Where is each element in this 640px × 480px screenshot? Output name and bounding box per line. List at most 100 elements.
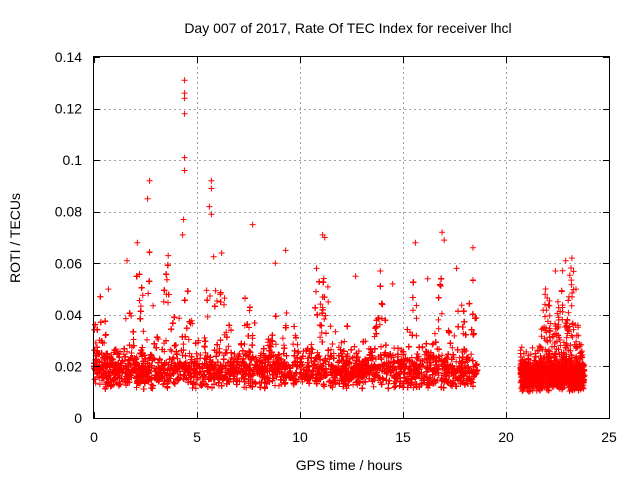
data-point [222, 350, 229, 357]
data-point [168, 348, 175, 355]
data-point [410, 384, 417, 391]
data-point [223, 346, 230, 353]
data-point [272, 382, 278, 389]
data-point [137, 303, 144, 310]
data-point [96, 381, 103, 388]
data-point [318, 329, 325, 336]
data-point [128, 312, 135, 319]
data-point [279, 335, 286, 342]
data-point [185, 336, 192, 343]
data-point [410, 307, 416, 314]
data-point [221, 301, 227, 308]
data-point [435, 316, 442, 323]
data-point [225, 343, 232, 350]
data-point [458, 302, 465, 309]
data-point [453, 358, 460, 365]
data-point [290, 341, 297, 348]
data-point [176, 315, 183, 322]
data-point [214, 298, 220, 304]
data-point [241, 384, 248, 391]
data-point [204, 313, 211, 320]
data-point [180, 341, 187, 348]
data-point [407, 329, 413, 336]
data-point [231, 351, 238, 357]
data-point [429, 341, 436, 348]
data-point [102, 332, 109, 339]
data-point [380, 376, 387, 383]
data-point [195, 337, 202, 344]
data-point [160, 298, 167, 305]
data-point [433, 364, 440, 371]
data-point [434, 377, 441, 383]
data-point [413, 315, 420, 322]
data-point [150, 302, 157, 309]
data-point [341, 338, 348, 345]
data-point [112, 346, 119, 353]
data-point [139, 292, 146, 299]
data-point [144, 336, 150, 343]
data-point [327, 323, 334, 330]
data-point [124, 348, 130, 355]
data-point [317, 334, 324, 341]
data-point [145, 290, 152, 297]
chart-title: Day 007 of 2017, Rate Of TEC Index for r… [184, 20, 511, 36]
data-point [202, 349, 209, 356]
data-point [210, 253, 217, 260]
data-point [174, 355, 181, 362]
data-point [236, 378, 243, 385]
data-point [449, 344, 456, 351]
data-point [393, 366, 400, 373]
data-point [197, 352, 204, 358]
data-point [122, 315, 129, 322]
data-point [308, 341, 315, 348]
data-point [324, 283, 331, 290]
data-point [437, 283, 444, 289]
data-point [338, 339, 345, 346]
data-point [165, 299, 171, 306]
data-point [140, 328, 147, 335]
data-point [320, 275, 327, 282]
data-point [123, 382, 130, 389]
data-point [413, 302, 420, 309]
data-point [120, 351, 127, 358]
data-point [203, 287, 210, 294]
data-point [272, 341, 279, 348]
data-point [313, 288, 319, 295]
data-point [314, 349, 321, 356]
data-point [201, 334, 208, 341]
data-point [160, 381, 166, 388]
data-point [414, 356, 421, 363]
data-point [273, 374, 280, 381]
data-point [193, 350, 200, 357]
data-point [322, 312, 329, 319]
data-point [128, 350, 135, 356]
data-point [283, 310, 290, 316]
data-point [212, 287, 219, 294]
data-point [325, 298, 332, 305]
data-point [167, 346, 174, 353]
data-point [379, 301, 386, 308]
data-point [317, 301, 324, 308]
data-point [413, 374, 420, 380]
data-point [431, 330, 438, 337]
data-point [164, 276, 170, 283]
data-point [376, 321, 383, 328]
data-point [326, 356, 333, 363]
data-point [236, 350, 243, 357]
data-point [430, 380, 437, 387]
data-point [370, 383, 377, 390]
data-point [328, 346, 334, 353]
data-points [91, 77, 588, 395]
data-point [294, 341, 301, 348]
data-point [451, 332, 458, 339]
data-point [439, 352, 445, 359]
data-point [435, 325, 442, 332]
data-point [186, 350, 193, 357]
data-point [235, 352, 242, 359]
data-point [438, 310, 445, 317]
data-point [321, 316, 328, 322]
data-point [332, 328, 339, 335]
data-point [221, 295, 228, 302]
data-point [468, 351, 475, 358]
